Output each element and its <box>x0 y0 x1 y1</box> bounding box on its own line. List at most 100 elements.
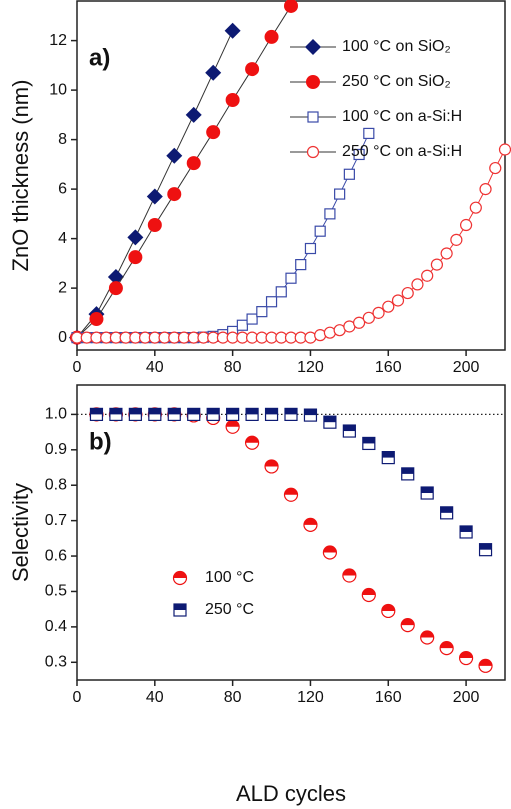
y-tick-label: 1.0 <box>45 406 67 423</box>
marker <box>372 306 385 319</box>
ring <box>391 294 405 307</box>
marker <box>284 407 298 421</box>
marker <box>314 225 326 237</box>
diamond <box>146 188 163 205</box>
marker <box>265 296 278 308</box>
half <box>420 631 434 638</box>
half <box>245 436 259 443</box>
square <box>343 168 355 180</box>
marker <box>353 148 365 161</box>
ring <box>440 247 453 260</box>
marker <box>459 525 473 539</box>
dot <box>264 29 279 44</box>
half <box>401 618 415 626</box>
marker <box>264 407 279 421</box>
y-tick-label: 6 <box>58 180 67 197</box>
dot <box>128 250 143 265</box>
square <box>314 225 326 237</box>
marker <box>479 183 492 196</box>
legend-marker <box>172 570 188 586</box>
square <box>285 272 297 284</box>
y-tick-label: 0.3 <box>45 654 67 671</box>
marker <box>246 313 258 325</box>
diamond <box>127 229 144 246</box>
half <box>460 525 473 532</box>
y-tick-label: 12 <box>49 32 67 49</box>
square <box>295 259 307 271</box>
ring <box>382 300 395 313</box>
square <box>246 313 258 325</box>
marker <box>167 407 181 421</box>
legend-label: 250 °C <box>205 601 254 618</box>
marker <box>420 630 435 645</box>
marker <box>361 587 376 603</box>
ring <box>430 258 444 271</box>
series-line <box>77 149 506 339</box>
y-axis-title: Selectivity <box>8 483 33 582</box>
marker <box>275 286 287 298</box>
half <box>303 518 317 525</box>
dot <box>186 156 201 171</box>
marker <box>478 658 493 673</box>
dot <box>306 75 320 89</box>
marker <box>224 22 241 39</box>
y-tick-label: 0.6 <box>45 547 67 564</box>
marker <box>498 143 511 156</box>
x-axis-title: ALD cycles <box>236 781 346 806</box>
y-tick-label: 0.5 <box>45 583 67 600</box>
legend-label: 100 °C on SiO₂ <box>342 38 451 55</box>
marker <box>187 407 201 421</box>
half <box>401 467 414 474</box>
marker <box>283 487 299 502</box>
square <box>304 242 317 255</box>
marker <box>303 517 318 532</box>
half <box>148 408 161 415</box>
half <box>323 416 336 423</box>
half <box>440 641 454 649</box>
dot <box>206 125 221 140</box>
marker <box>391 294 405 307</box>
marker <box>458 650 474 666</box>
square <box>353 148 365 161</box>
legend-marker <box>173 603 187 617</box>
marker <box>381 450 395 465</box>
marker <box>167 187 182 202</box>
ring <box>450 233 463 246</box>
y-tick-label: 0.9 <box>45 441 67 458</box>
square <box>256 306 268 318</box>
ring <box>401 286 414 300</box>
x-tick-label: 80 <box>224 359 242 376</box>
legend-label: 100 °C <box>205 569 254 586</box>
legend-marker <box>306 75 320 89</box>
x-tick-label: 80 <box>224 689 242 706</box>
marker <box>334 188 346 200</box>
square <box>275 286 287 298</box>
half <box>187 408 200 415</box>
square <box>334 188 346 200</box>
marker <box>244 435 260 450</box>
marker <box>185 106 202 123</box>
marker <box>186 156 201 171</box>
marker <box>236 319 248 331</box>
ring <box>411 278 424 291</box>
marker <box>264 459 279 474</box>
half <box>285 408 297 415</box>
marker <box>401 286 414 300</box>
half <box>226 420 240 427</box>
square <box>307 111 319 123</box>
half <box>362 588 376 596</box>
y-tick-label: 0.4 <box>45 618 67 635</box>
half <box>284 488 298 495</box>
x-tick-label: 160 <box>375 359 402 376</box>
marker <box>469 201 482 214</box>
marker <box>127 229 144 246</box>
ring <box>372 306 385 319</box>
diamond <box>166 147 183 164</box>
marker <box>166 147 183 164</box>
legend-marker <box>307 111 319 123</box>
marker <box>324 208 336 220</box>
half <box>362 437 375 444</box>
panel-label: a) <box>89 44 110 71</box>
y-tick-label: 4 <box>58 230 67 247</box>
marker <box>225 419 240 434</box>
